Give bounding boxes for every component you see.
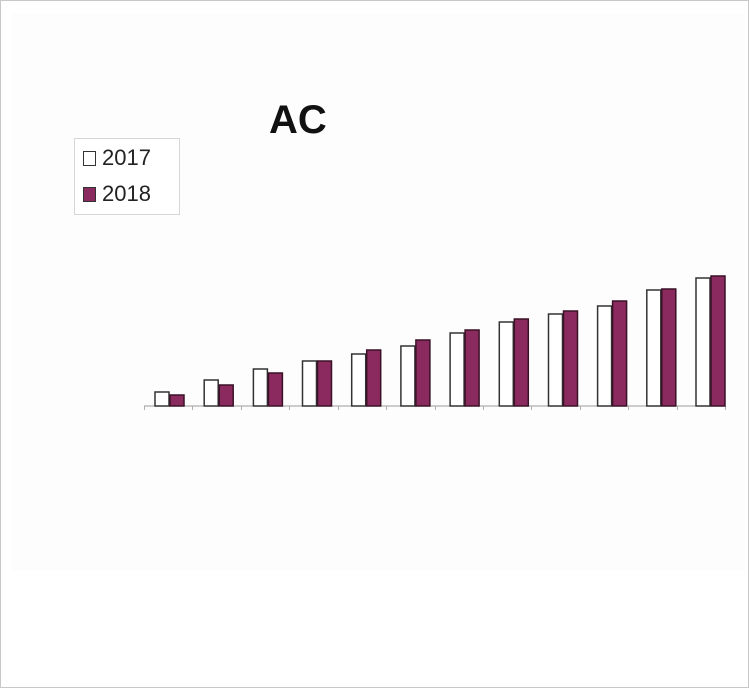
bar-2018-9 [562, 310, 579, 407]
legend-swatch-2017 [83, 150, 96, 166]
bar-2018-12 [710, 275, 726, 407]
bar-2017-8 [498, 321, 515, 407]
bar-2017-1 [154, 391, 170, 407]
bar-2017-9 [547, 313, 564, 407]
bar-2018-8 [513, 318, 530, 407]
bar-2017-12 [695, 277, 711, 407]
bar-2018-5 [365, 349, 382, 407]
bar-2018-1 [169, 394, 185, 407]
bar-2018-6 [415, 339, 431, 407]
bar-2018-2 [218, 384, 234, 407]
legend-label-2017: 2017 [102, 145, 151, 170]
bar-2017-7 [449, 332, 465, 407]
bar-2018-10 [611, 300, 628, 407]
bar-2017-5 [350, 353, 367, 407]
legend-item-2018: 2018 [83, 181, 151, 207]
plot-area [11, 13, 746, 571]
legend-label-2018: 2018 [102, 181, 151, 206]
legend-item-2017: 2017 [83, 145, 151, 171]
bar-2017-2 [203, 379, 219, 407]
bar-2017-6 [400, 345, 416, 407]
legend-swatch-2018 [83, 186, 96, 202]
chart-title: AC [269, 98, 327, 142]
bar-2018-7 [464, 329, 480, 407]
bar-2017-4 [301, 360, 318, 407]
bar-2018-3 [267, 372, 284, 407]
bar-2017-11 [646, 289, 662, 407]
bar-2018-11 [661, 288, 677, 407]
legend: 2017 2018 [74, 138, 180, 215]
bar-2017-3 [252, 368, 269, 407]
bar-2018-4 [316, 360, 333, 407]
bar-2017-10 [596, 305, 613, 407]
